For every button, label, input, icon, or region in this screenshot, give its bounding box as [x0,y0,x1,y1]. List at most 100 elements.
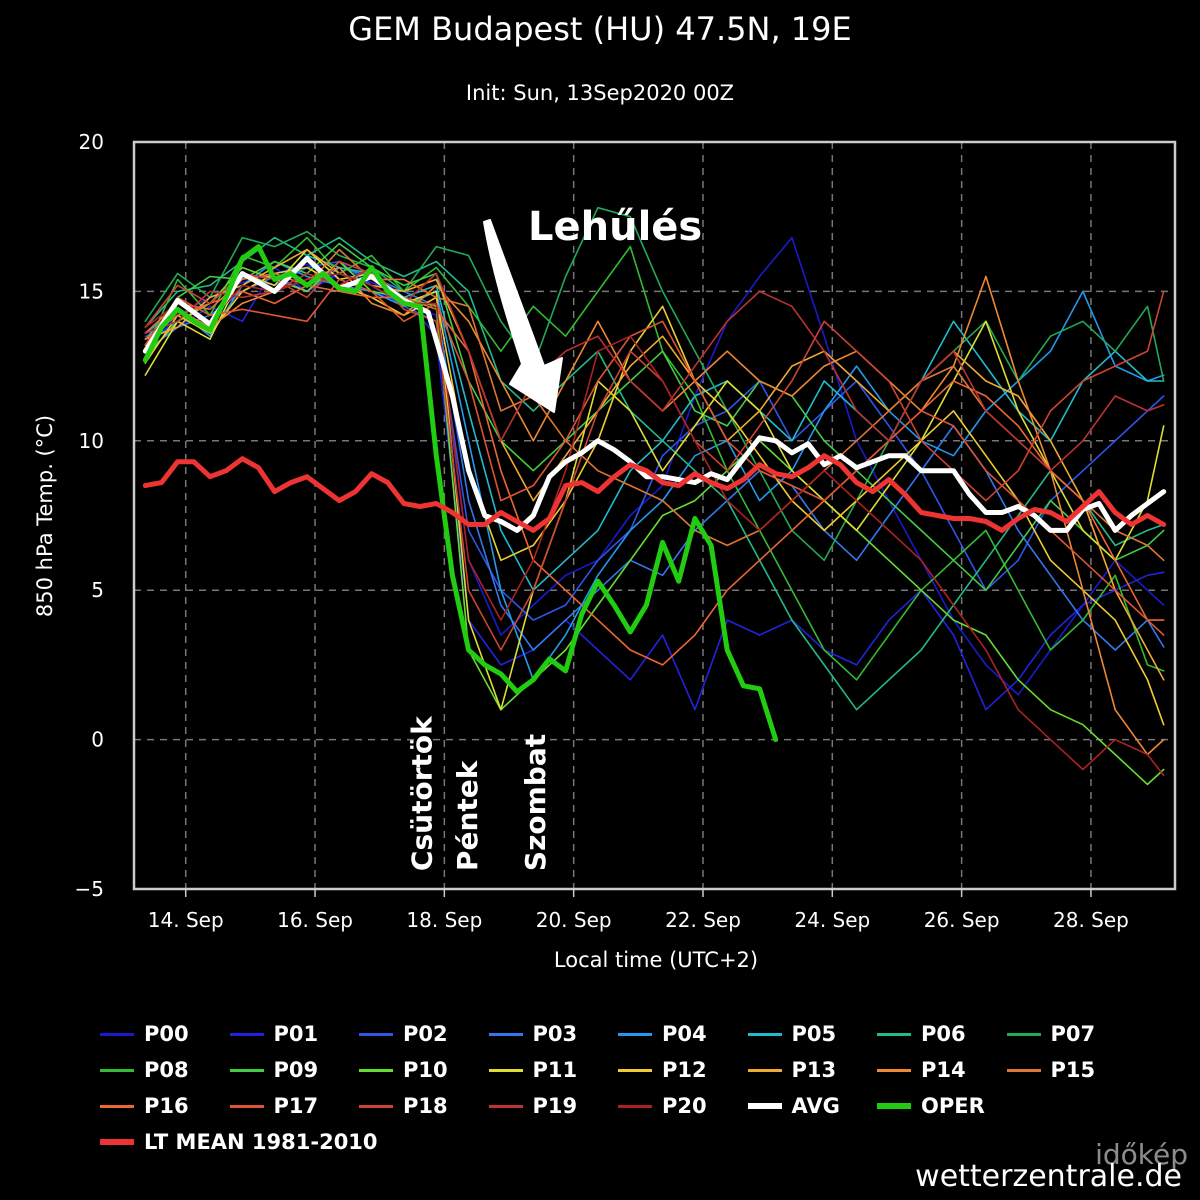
legend-label: P01 [273,1022,319,1046]
series-p15 [144,248,1165,562]
legend-label: P13 [791,1058,837,1082]
legend-swatch [229,1104,264,1108]
legend-item-lt-mean-1981-2010[interactable]: LT MEAN 1981-2010 [100,1130,500,1154]
idokep-watermark: időkép [1095,1138,1188,1171]
legend-label: P02 [403,1022,448,1046]
legend-item-p16[interactable]: P16 [100,1094,230,1118]
x-tick-label-2: 18. Sep [406,908,482,932]
legend-label: P10 [403,1058,448,1082]
legend-item-p13[interactable]: P13 [747,1058,878,1082]
series-p05 [144,254,1165,592]
legend-item-avg[interactable]: AVG [747,1094,878,1118]
legend-item-p06[interactable]: P06 [877,1022,1007,1046]
x-axis-label: Local time (UTC+2) [554,948,758,972]
legend-label: P05 [791,1022,837,1046]
legend-item-p08[interactable]: P08 [100,1058,230,1082]
legend-item-p12[interactable]: P12 [618,1058,748,1082]
legend-label: P11 [532,1058,578,1082]
legend-row-0: P00 P01 P02 P03 P04 P05 P06 P07 [100,1016,1140,1052]
legend-item-p07[interactable]: P07 [1006,1022,1137,1046]
legend-item-p18[interactable]: P18 [359,1094,489,1118]
series-layer [142,206,1167,786]
x-tick-label-5: 24. Sep [794,908,870,932]
legend-swatch [747,1068,782,1072]
legend-item-p15[interactable]: P15 [1006,1058,1137,1082]
legend-label: AVG [791,1094,840,1118]
legend-item-p17[interactable]: P17 [229,1094,360,1118]
legend-item-p01[interactable]: P01 [229,1022,360,1046]
legend-item-p10[interactable]: P10 [359,1058,489,1082]
annotation-szombat: Szombat [519,734,552,871]
legend-label: OPER [921,1094,985,1118]
cooling-arrow [483,219,563,413]
series-avg [142,256,1167,533]
legend-item-p02[interactable]: P02 [359,1022,489,1046]
legend-swatch [877,1103,911,1109]
legend-label: P19 [532,1094,578,1118]
legend-swatch [618,1032,652,1036]
legend-swatch [747,1103,782,1109]
legend-swatch [488,1104,523,1108]
legend-label: P15 [1050,1058,1096,1082]
plot-frame [132,140,1177,891]
series-p08 [144,236,1165,681]
chart-svg: GEM Budapest (HU) 47.5N, 19E Init: Sun, … [33,10,1177,972]
annotation-lehules: Lehűlés [528,204,702,250]
legend-swatch [229,1032,264,1036]
series-lt-mean-1981-2010 [142,453,1167,533]
legend-label: P12 [662,1058,707,1082]
x-tick-label-3: 20. Sep [536,908,612,932]
legend-swatch [877,1068,911,1072]
legend-item-p03[interactable]: P03 [488,1022,619,1046]
x-tick-label-1: 16. Sep [277,908,353,932]
x-axis-ticks: 14. Sep 16. Sep 18. Sep 20. Sep 22. Sep 24. S… [148,889,1129,932]
legend-label: P07 [1050,1022,1096,1046]
legend-item-oper[interactable]: OPER [877,1094,1007,1118]
series-p07 [144,206,1165,562]
series-p13 [144,248,1165,681]
legend-item-p09[interactable]: P09 [229,1058,360,1082]
y-tick-label-1: 0 [91,728,104,752]
chart-subtitle: Init: Sun, 13Sep2020 00Z [466,81,734,105]
y-tick-label-2: 5 [91,578,104,602]
legend-swatch [100,1032,134,1036]
annotation-csutortok: Csütörtök [406,715,439,871]
legend-swatch [877,1032,911,1036]
legend-label: P17 [273,1094,319,1118]
legend-item-p19[interactable]: P19 [488,1094,619,1118]
legend-swatch [618,1104,652,1108]
legend-item-p04[interactable]: P04 [618,1022,748,1046]
x-tick-label-7: 28. Sep [1053,908,1129,932]
legend-label: P16 [144,1094,189,1118]
series-p10 [144,260,1165,786]
legend-label: P06 [921,1022,966,1046]
chart-legend: P00 P01 P02 P03 P04 P05 P06 P07 P08 P09 P10 P11 P12 P… [100,1016,1140,1160]
legend-swatch [229,1068,264,1072]
legend-label: LT MEAN 1981-2010 [144,1130,378,1154]
legend-swatch [1006,1068,1041,1072]
legend-item-p05[interactable]: P05 [747,1022,878,1046]
legend-row-2: P16 P17 P18 P19 P20 AVG OPER [100,1088,1140,1124]
legend-swatch [618,1068,652,1072]
x-tick-label-6: 26. Sep [924,908,1000,932]
y-tick-label-5: 20 [79,130,104,154]
legend-swatch [359,1068,393,1072]
chart-title: GEM Budapest (HU) 47.5N, 19E [348,10,851,48]
legend-swatch [359,1104,393,1108]
legend-label: P20 [662,1094,707,1118]
legend-swatch [1006,1032,1041,1036]
legend-item-p20[interactable]: P20 [618,1094,748,1118]
day-labels: Csütörtök Péntek Szombat [406,715,552,871]
legend-swatch [359,1032,393,1036]
annotation-pentek: Péntek [451,759,484,871]
legend-item-p11[interactable]: P11 [488,1058,619,1082]
legend-swatch [100,1068,134,1072]
legend-label: P03 [532,1022,578,1046]
watermark-text: időkép [1095,1138,1188,1171]
legend-label: P00 [144,1022,189,1046]
legend-item-p14[interactable]: P14 [877,1058,1007,1082]
series-p00 [144,236,1165,696]
x-tick-label-4: 22. Sep [665,908,741,932]
legend-item-p00[interactable]: P00 [100,1022,230,1046]
legend-label: P14 [921,1058,966,1082]
